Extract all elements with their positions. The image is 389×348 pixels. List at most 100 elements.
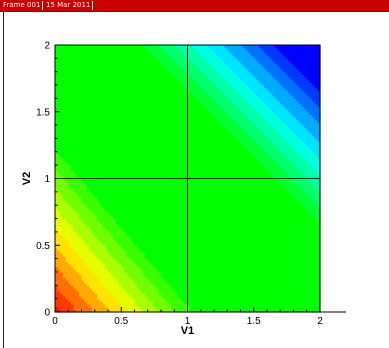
contour-cell xyxy=(76,157,80,161)
contour-cell xyxy=(163,151,167,156)
contour-cell xyxy=(92,50,96,54)
contour-cell xyxy=(65,58,69,62)
contour-cell xyxy=(123,146,128,150)
contour-cell xyxy=(166,247,170,252)
contour-cell xyxy=(131,90,136,94)
contour-cell xyxy=(129,237,133,241)
contour-cell xyxy=(108,231,112,236)
contour-cell xyxy=(92,309,96,313)
contour-cell xyxy=(65,143,69,148)
contour-cell xyxy=(89,87,93,91)
contour-cell xyxy=(110,253,114,257)
contour-cell xyxy=(166,119,170,124)
contour-cell xyxy=(73,53,77,57)
contour-cell xyxy=(94,122,98,126)
contour-cell xyxy=(81,109,85,113)
contour-cell xyxy=(150,173,154,177)
contour-cell xyxy=(142,290,146,294)
contour-cell xyxy=(161,165,165,169)
contour-cell xyxy=(166,242,170,246)
contour-cell xyxy=(60,69,64,73)
contour-cell xyxy=(92,285,96,289)
contour-cell xyxy=(142,199,146,204)
contour-cell xyxy=(62,85,67,89)
contour-cell xyxy=(118,82,122,86)
contour-cell xyxy=(134,77,138,81)
contour-cell xyxy=(76,103,80,108)
contour-cell xyxy=(129,274,133,278)
contour-cell xyxy=(118,237,122,241)
contour-cell xyxy=(118,266,122,270)
contour-cell xyxy=(68,135,72,140)
contour-cell xyxy=(113,175,117,180)
contour-cell xyxy=(100,178,104,182)
contour-cell xyxy=(118,79,122,83)
contour-cell xyxy=(134,173,138,177)
contour-cell xyxy=(126,119,130,124)
contour-cell xyxy=(84,71,88,75)
contour-cell xyxy=(57,194,61,198)
contour-cell xyxy=(147,77,151,81)
contour-cell xyxy=(94,95,98,99)
contour-cell xyxy=(161,250,165,254)
contour-cell xyxy=(113,82,117,86)
contour-cell xyxy=(62,183,67,188)
contour-cell xyxy=(110,122,114,126)
contour-cell xyxy=(105,167,109,172)
contour-cell xyxy=(65,285,69,289)
contour-cell xyxy=(81,242,85,246)
contour-cell xyxy=(139,234,144,238)
contour-cell xyxy=(153,53,157,57)
contour-cell xyxy=(171,154,175,158)
contour-cell xyxy=(78,85,83,89)
contour-cell xyxy=(137,290,141,294)
contour-cell xyxy=(113,95,117,99)
contour-cell xyxy=(137,250,141,254)
contour-cell xyxy=(174,290,178,294)
contour-cell xyxy=(57,93,61,97)
contour-cell xyxy=(102,159,106,164)
contour-cell xyxy=(102,239,106,244)
contour-cell xyxy=(89,194,93,198)
contour-cell xyxy=(100,255,104,260)
contour-cell xyxy=(161,298,165,302)
contour-cell xyxy=(84,266,88,270)
contour-cell xyxy=(155,250,159,254)
contour-cell xyxy=(145,295,149,300)
contour-cell xyxy=(86,146,91,150)
contour-cell xyxy=(110,66,114,70)
contour-cell xyxy=(182,69,186,73)
contour-cell xyxy=(78,119,83,124)
contour-cell xyxy=(139,71,144,75)
contour-cell xyxy=(126,293,130,297)
contour-cell xyxy=(60,74,64,78)
contour-cell xyxy=(182,130,186,134)
contour-cell xyxy=(131,170,136,174)
contour-cell xyxy=(139,183,144,188)
contour-cell xyxy=(163,170,167,174)
contour-cell xyxy=(62,231,67,236)
contour-cell xyxy=(147,290,151,294)
contour-cell xyxy=(89,221,93,225)
contour-cell xyxy=(176,290,181,294)
contour-cell xyxy=(134,258,138,262)
contour-cell xyxy=(137,138,141,142)
contour-cell xyxy=(65,306,69,310)
contour-cell xyxy=(110,242,114,246)
contour-cell xyxy=(57,114,61,118)
contour-cell xyxy=(153,111,157,116)
contour-cell xyxy=(92,103,96,108)
contour-cell xyxy=(73,210,77,214)
contour-cell xyxy=(118,263,122,268)
contour-cell xyxy=(113,199,117,204)
contour-cell xyxy=(102,111,106,116)
contour-cell xyxy=(86,197,91,201)
contour-cell xyxy=(163,197,167,201)
contour-cell xyxy=(142,271,146,276)
contour-cell xyxy=(70,223,75,228)
contour-cell xyxy=(57,255,61,260)
contour-cell xyxy=(55,95,59,99)
contour-cell xyxy=(100,117,104,121)
contour-cell xyxy=(158,199,162,204)
contour-cell xyxy=(62,205,67,209)
